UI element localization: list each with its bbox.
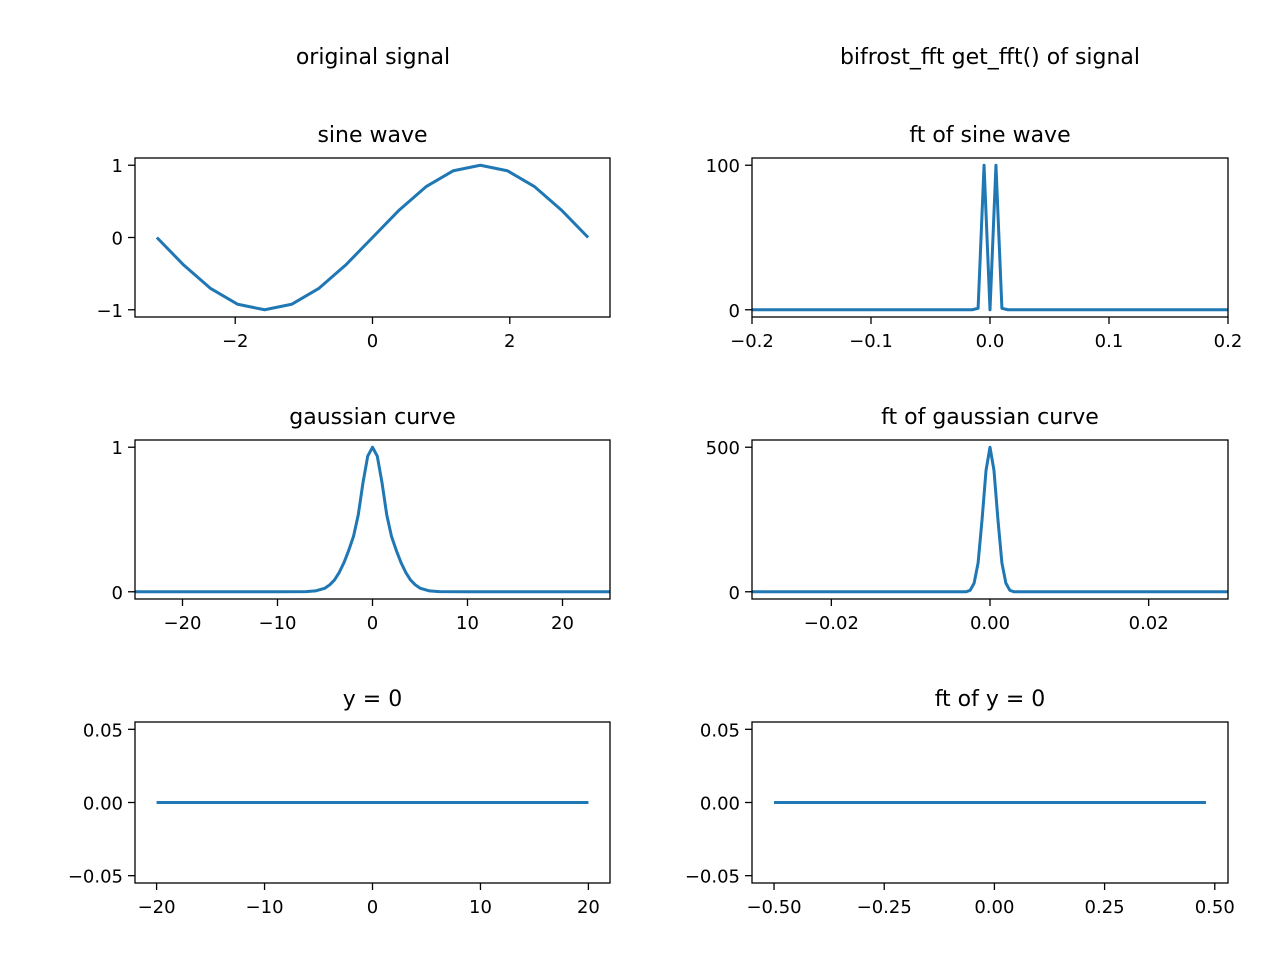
y-tick-label: −0.05: [68, 867, 123, 888]
y-tick-label: −1: [96, 301, 123, 322]
y-tick-label: 0: [112, 583, 123, 604]
right-column-title: bifrost_fft get_fft() of signal: [840, 45, 1140, 70]
x-tick-label: 0.2: [1214, 331, 1243, 352]
subplot-title: ft of y = 0: [935, 687, 1046, 712]
x-tick-label: 20: [577, 897, 600, 918]
x-tick-label: 10: [456, 613, 479, 634]
x-tick-label: 10: [469, 897, 492, 918]
subplot-title: sine wave: [317, 123, 427, 148]
subplot-1: sine wave −2 0 2 −1 0 1: [96, 123, 611, 352]
x-tick-label: −0.50: [746, 897, 801, 918]
subplot-title: ft of gaussian curve: [881, 405, 1099, 430]
x-tick-label: 0: [367, 613, 378, 634]
x-tick-label: −20: [164, 613, 202, 634]
x-tick-label: 0.02: [1129, 613, 1169, 634]
y-tick-label: −0.05: [685, 867, 740, 888]
subplot-title: ft of sine wave: [909, 123, 1070, 148]
x-tick-label: 0.1: [1095, 331, 1124, 352]
subplot-title: y = 0: [343, 687, 402, 712]
x-tick-label: 0.00: [970, 613, 1010, 634]
x-tick-label: 0.0: [976, 331, 1005, 352]
y-tick-label: 0: [729, 583, 740, 604]
series-line: [752, 163, 1228, 312]
x-tick-label: −10: [259, 613, 297, 634]
x-tick-label: 0: [367, 897, 378, 918]
x-tick-label: 0: [367, 331, 378, 352]
y-tick-label: 0: [112, 229, 123, 250]
subplot-6: ft of y = 0 −0.50 −0.25 0.00 0.25 0.50 −0.05 0.…: [685, 687, 1235, 918]
subplot-title: gaussian curve: [289, 405, 455, 430]
x-tick-label: 0.00: [974, 897, 1014, 918]
x-tick-label: 0.25: [1085, 897, 1125, 918]
y-tick-label: 1: [112, 156, 123, 177]
subplot-2: ft of sine wave −0.2 −0.1 0.0 0.1 0.2 0 100: [706, 123, 1243, 352]
x-tick-label: −10: [246, 897, 284, 918]
y-tick-label: 500: [706, 438, 740, 459]
subplot-3: gaussian curve −20 −10 0 10 20 0 1: [112, 405, 611, 634]
y-tick-label: 0.00: [700, 794, 740, 815]
subplot-5: y = 0 −20 −10 0 10 20 −0.05 0.00 0.05: [68, 687, 611, 918]
x-tick-label: 0.50: [1195, 897, 1235, 918]
y-tick-label: 0.05: [700, 720, 740, 741]
x-tick-label: −0.2: [730, 331, 774, 352]
y-tick-label: 100: [706, 156, 740, 177]
series-line: [155, 163, 590, 312]
left-column-title: original signal: [296, 45, 450, 70]
x-tick-label: −0.02: [804, 613, 859, 634]
series-line: [135, 445, 610, 594]
x-tick-label: −0.25: [857, 897, 912, 918]
x-tick-label: −0.1: [849, 331, 893, 352]
y-tick-label: 1: [112, 438, 123, 459]
subplot-4: ft of gaussian curve −0.02 0.00 0.02 0 500: [706, 405, 1229, 634]
y-tick-label: 0: [729, 301, 740, 322]
y-tick-label: 0.05: [83, 720, 123, 741]
x-tick-label: −20: [138, 897, 176, 918]
x-tick-label: −2: [222, 331, 249, 352]
x-tick-label: 2: [504, 331, 515, 352]
y-tick-label: 0.00: [83, 794, 123, 815]
series-line: [752, 445, 1228, 594]
x-tick-label: 20: [551, 613, 574, 634]
